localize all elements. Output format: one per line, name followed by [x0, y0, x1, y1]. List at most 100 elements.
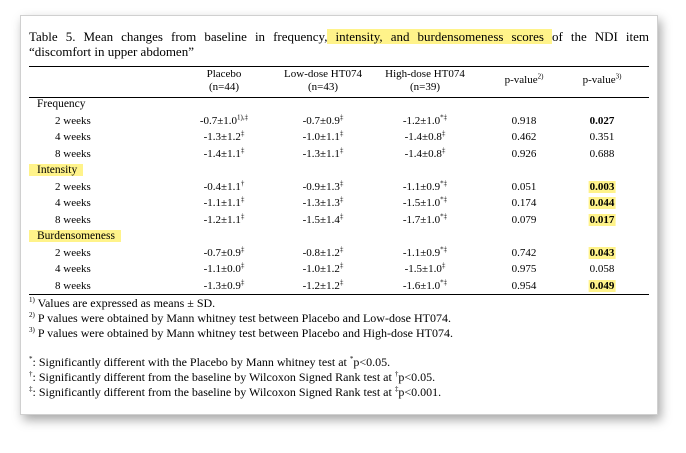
- footnote: 1) Values are expressed as means ± SD.: [29, 296, 215, 311]
- cell-low-dose: -1.0±1.2‡: [302, 262, 344, 275]
- cell-high-dose-value: -1.7±1.0: [402, 213, 441, 226]
- cell-placebo-value: -0.7±0.9: [203, 246, 241, 259]
- cell-p-value-3: 0.027: [590, 115, 615, 127]
- cell-p-value-3: 0.688: [590, 148, 615, 160]
- row-week-label: 8 weeks: [55, 147, 91, 160]
- cell-p-value-3-value: 0.017: [588, 213, 616, 226]
- row-week-label: 2 weeks: [55, 180, 91, 193]
- legend-item: †: Significantly different from the base…: [29, 370, 435, 385]
- cell-placebo: -0.7±0.9‡: [203, 245, 245, 259]
- cell-p-value-2-value: 0.174: [511, 197, 537, 209]
- cell-low-dose: -1.5±1.4‡: [303, 211, 344, 225]
- cell-low-dose-value: -1.0±1.1: [302, 131, 340, 143]
- footnote-mark: 2): [29, 311, 35, 319]
- legend-inline-mark: †: [394, 370, 399, 378]
- cell-high-dose-mark: ‡: [441, 145, 446, 154]
- cell-high-dose-mark: *‡: [440, 211, 448, 220]
- cell-p-value-3-value: 0.688: [589, 147, 615, 160]
- row-week-label: 8 weeks: [55, 213, 91, 226]
- legend-mark: ‡: [29, 385, 33, 393]
- cell-placebo-mark: ‡: [240, 211, 245, 220]
- cell-p-value-3: 0.351: [590, 131, 615, 143]
- cell-high-dose: -1.1±0.9*‡: [403, 245, 447, 258]
- cell-low-dose: -0.9±1.3‡: [302, 178, 344, 193]
- cell-low-dose-mark: ‡: [339, 244, 344, 253]
- cell-placebo-mark: †: [240, 178, 245, 187]
- cell-low-dose-mark: ‡: [339, 145, 344, 154]
- cell-low-dose-mark: ‡: [339, 112, 344, 121]
- cell-high-dose-value: -1.5±1.0: [402, 197, 441, 209]
- footnote-text: P values were obtained by Mann whitney t…: [34, 326, 453, 340]
- legend-text: : Significantly different from the basel…: [32, 385, 395, 399]
- footnote-mark: 3): [29, 326, 35, 334]
- footnote-text: Values are expressed as means ± SD.: [34, 296, 216, 310]
- row-week-label: 4 weeks: [55, 197, 91, 209]
- footnote-text: P values were obtained by Mann whitney t…: [34, 311, 451, 325]
- legend-threshold: p<0.05.: [353, 355, 391, 369]
- cell-p-value-2-value: 0.051: [511, 180, 537, 193]
- cell-placebo-mark: ‡: [240, 277, 245, 286]
- table-card: Table 5. Mean changes from baseline in f…: [20, 15, 658, 415]
- top-rule: [29, 66, 649, 67]
- cell-placebo-value: -1.3±1.2: [203, 131, 241, 143]
- section-label-text: Frequency: [37, 98, 86, 110]
- row-week-label: 2 weeks: [55, 246, 91, 259]
- cell-low-dose-value: -1.0±1.2: [302, 263, 340, 275]
- section-label-text: Burdensomeness: [29, 230, 121, 242]
- cell-placebo-value: -1.1±0.0: [203, 263, 241, 275]
- cell-high-dose: -1.1±0.9*‡: [403, 178, 448, 192]
- header-rule: [29, 97, 649, 98]
- cell-p-value-3-value: 0.003: [588, 180, 616, 193]
- caption-line-1: Table 5. Mean changes from baseline in f…: [29, 29, 649, 44]
- cell-high-dose-mark: *‡: [440, 178, 448, 187]
- section-label-intensity: Intensity: [29, 164, 84, 176]
- cell-placebo: -1.3±0.9‡: [204, 277, 245, 291]
- cell-low-dose-value: -1.3±1.1: [302, 147, 340, 160]
- cell-high-dose: -1.5±1.0*‡: [402, 196, 447, 209]
- cell-placebo-value: -0.4±1.1: [203, 180, 241, 193]
- cell-low-dose-value: -0.7±0.9: [302, 114, 340, 127]
- cell-p-value-3: 0.049: [588, 279, 616, 292]
- cell-high-dose-value: -1.4±0.8: [404, 147, 442, 160]
- cell-low-dose-mark: ‡: [339, 277, 344, 286]
- cell-placebo: -1.1±1.1‡: [204, 196, 245, 209]
- legend-item: ‡: Significantly different from the base…: [29, 385, 441, 400]
- row-week-label: 2 weeks: [55, 114, 91, 127]
- cell-p-value-3: 0.044: [588, 197, 616, 209]
- cell-p-value-2: 0.918: [512, 115, 537, 127]
- cell-p-value-2: 0.174: [512, 197, 537, 209]
- cell-p-value-3-value: 0.044: [588, 197, 616, 209]
- cell-low-dose-value: -0.8±1.2: [302, 246, 340, 259]
- cell-placebo-value: -0.7±1.0: [199, 114, 238, 127]
- cell-placebo: -1.1±0.0‡: [203, 262, 245, 275]
- cell-p-value-2: 0.079: [512, 214, 537, 226]
- cell-p-value-2-value: 0.079: [511, 213, 537, 226]
- cell-p-value-2-value: 0.462: [511, 131, 537, 143]
- legend-text: : Significantly different with the Place…: [32, 355, 350, 369]
- footnote-mark: 1): [29, 296, 35, 304]
- cell-p-value-2-value: 0.975: [511, 263, 537, 275]
- cell-high-dose: -1.4±0.8‡: [404, 145, 446, 160]
- cell-p-value-2-value: 0.954: [511, 279, 537, 292]
- header-placebo: Placebo (n=44): [206, 68, 242, 93]
- cell-high-dose: -1.7±1.0*‡: [402, 211, 448, 226]
- cell-low-dose: -1.0±1.1‡: [302, 130, 344, 143]
- cell-placebo-mark: ‡: [240, 129, 245, 138]
- section-label-frequency: Frequency: [29, 98, 86, 110]
- cell-high-dose-mark: *‡: [440, 277, 448, 286]
- cell-low-dose-mark: ‡: [339, 178, 344, 187]
- caption-text-end: of the NDI item: [551, 29, 649, 44]
- cell-low-dose-mark: ‡: [339, 195, 344, 204]
- cell-low-dose-mark: ‡: [339, 211, 344, 220]
- legend-mark: *: [29, 355, 33, 363]
- legend-inline-mark: *: [349, 355, 354, 363]
- cell-p-value-2: 0.926: [512, 148, 537, 160]
- cell-low-dose-value: -0.9±1.3: [302, 180, 340, 193]
- header-high-dose: High-dose HT074 (n=39): [385, 68, 465, 93]
- cell-high-dose-value: -1.4±0.8: [404, 131, 442, 143]
- cell-p-value-2-value: 0.926: [511, 147, 537, 160]
- footnote: 3) P values were obtained by Mann whitne…: [29, 326, 453, 341]
- cell-high-dose-mark: ‡: [441, 261, 446, 270]
- caption-text: Table 5. Mean changes from baseline in f…: [29, 29, 328, 44]
- cell-p-value-2-value: 0.918: [511, 114, 537, 127]
